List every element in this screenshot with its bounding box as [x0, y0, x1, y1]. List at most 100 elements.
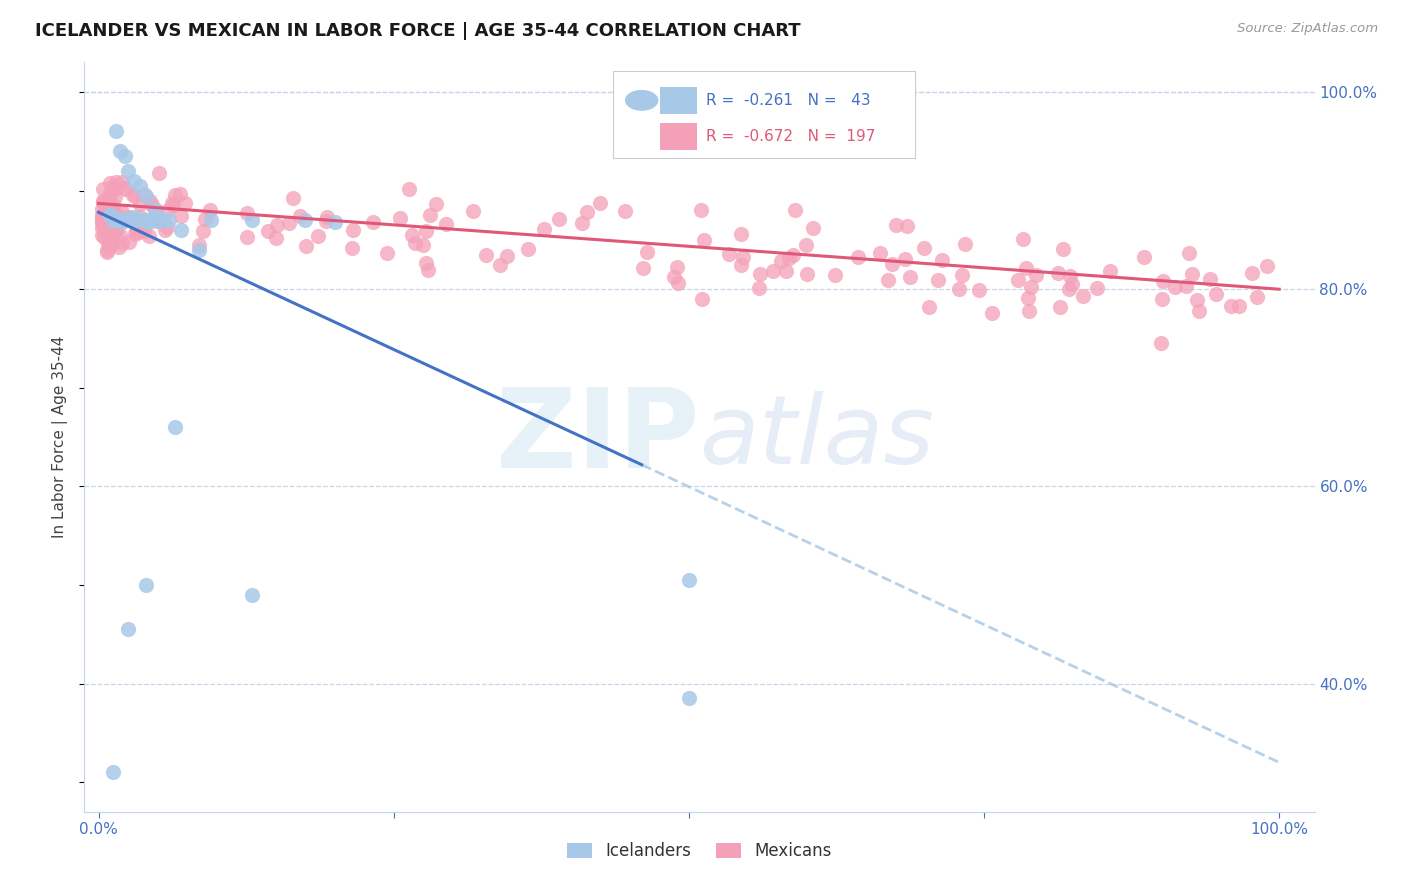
Point: [105, 213, 128, 227]
Point: [114, 181, 136, 195]
Point: [419, 208, 441, 222]
Point: [105, 211, 128, 226]
Point: [121, 187, 143, 202]
Point: [128, 178, 150, 193]
Point: [101, 765, 124, 780]
Point: [91, 214, 114, 228]
Point: [122, 211, 145, 225]
Point: [295, 239, 318, 253]
Point: [156, 203, 179, 218]
Point: [101, 200, 124, 214]
Point: [169, 187, 191, 202]
Point: [111, 205, 134, 219]
Point: [1152, 293, 1174, 307]
Point: [375, 245, 398, 260]
Point: [135, 213, 157, 227]
Point: [128, 225, 150, 239]
Point: [690, 292, 713, 306]
Point: [1185, 293, 1208, 307]
Point: [153, 223, 176, 237]
Point: [145, 202, 167, 217]
Point: [104, 218, 127, 232]
Point: [533, 221, 555, 235]
Point: [142, 213, 165, 227]
Point: [110, 213, 132, 227]
Point: [91, 228, 114, 243]
Point: [748, 281, 770, 295]
Point: [101, 198, 124, 212]
Point: [98, 236, 121, 251]
Point: [631, 260, 654, 275]
Point: [796, 267, 818, 281]
Point: [114, 182, 136, 196]
Point: [93, 230, 115, 244]
Point: [955, 237, 977, 252]
Point: [91, 202, 114, 216]
Point: [105, 124, 128, 138]
Point: [1060, 277, 1083, 291]
Point: [135, 188, 157, 202]
Point: [240, 588, 263, 602]
FancyBboxPatch shape: [613, 71, 915, 158]
Point: [194, 211, 217, 226]
Point: [96, 244, 118, 259]
Point: [105, 211, 128, 226]
Circle shape: [626, 91, 658, 110]
Point: [749, 267, 772, 281]
Point: [717, 247, 740, 261]
Point: [200, 213, 222, 227]
Point: [730, 258, 752, 272]
Point: [1198, 272, 1220, 286]
Point: [1012, 232, 1035, 246]
Point: [666, 260, 689, 274]
Point: [1175, 279, 1198, 293]
Point: [104, 221, 127, 235]
Point: [1015, 260, 1038, 275]
Point: [138, 194, 160, 209]
Point: [1220, 299, 1243, 313]
Point: [1246, 290, 1268, 304]
Point: [187, 238, 209, 252]
Point: [824, 268, 846, 282]
Point: [762, 264, 785, 278]
Point: [1017, 291, 1039, 305]
Point: [100, 213, 122, 227]
Point: [307, 228, 329, 243]
Point: [692, 233, 714, 247]
Point: [1164, 279, 1187, 293]
Point: [846, 250, 869, 264]
Point: [94, 220, 117, 235]
Point: [128, 210, 150, 224]
Point: [495, 249, 517, 263]
Point: [388, 211, 411, 226]
Point: [1227, 299, 1250, 313]
Point: [516, 242, 538, 256]
Point: [415, 224, 437, 238]
Point: [104, 223, 127, 237]
Point: [882, 257, 904, 271]
Point: [97, 191, 120, 205]
Point: [1071, 289, 1094, 303]
Point: [91, 208, 114, 222]
Point: [678, 573, 700, 587]
Point: [361, 215, 384, 229]
Point: [425, 196, 447, 211]
Point: [118, 211, 141, 225]
Point: [108, 227, 131, 242]
Point: [434, 217, 457, 231]
Point: [1052, 242, 1074, 256]
Point: [404, 235, 426, 250]
Point: [769, 253, 792, 268]
Point: [98, 205, 121, 219]
Point: [138, 229, 160, 244]
Point: [97, 211, 120, 225]
Point: [290, 209, 312, 223]
Point: [931, 253, 953, 268]
Point: [100, 239, 122, 253]
Point: [117, 235, 139, 250]
Point: [1132, 250, 1154, 264]
Point: [162, 197, 184, 211]
Text: R =  -0.261   N =   43: R = -0.261 N = 43: [706, 93, 870, 108]
Point: [108, 213, 131, 227]
Point: [93, 218, 115, 232]
